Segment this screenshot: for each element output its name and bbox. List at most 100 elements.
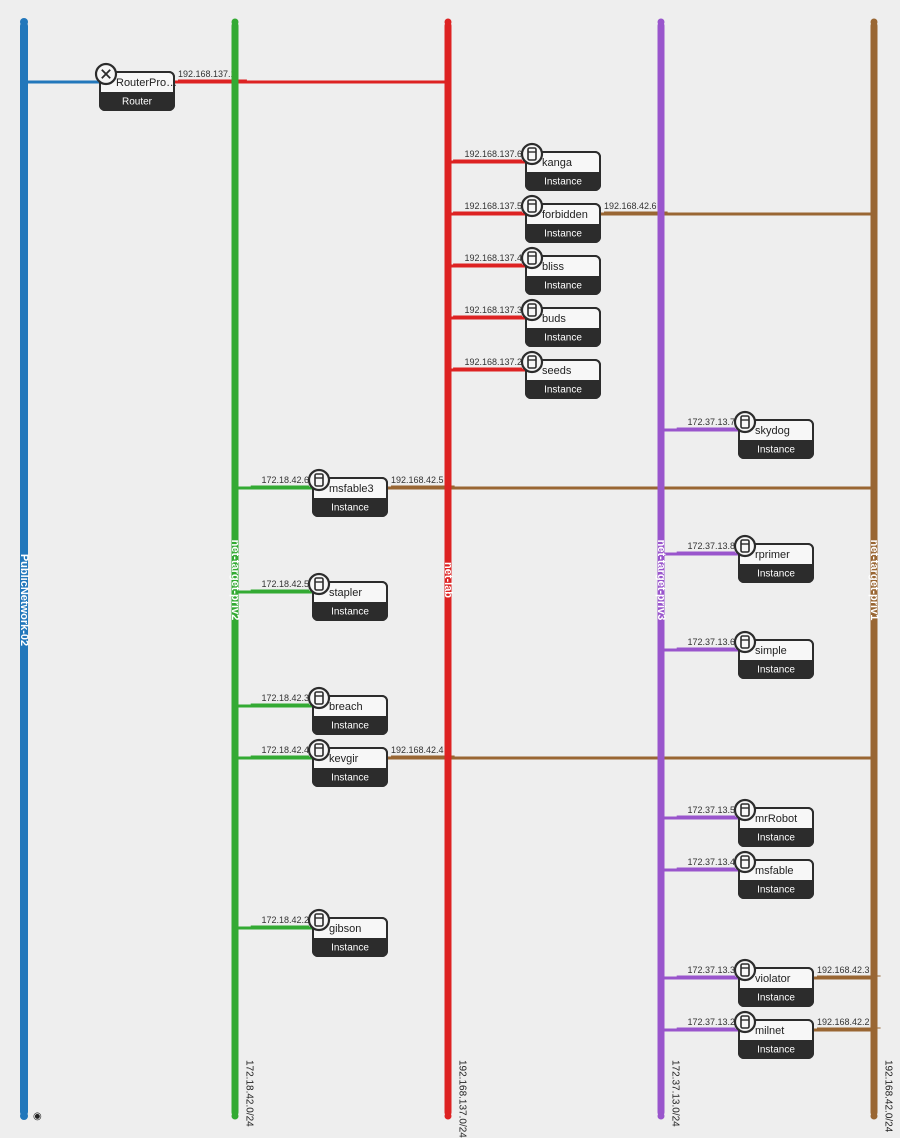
subnet-label-lab: 192.168.137.0/24 bbox=[456, 1060, 467, 1138]
node-type-forbidden: Instance bbox=[544, 229, 582, 240]
node-name-skydog: skydog bbox=[755, 425, 790, 437]
ip-mrRobot-priv3: 172.37.13.5 bbox=[687, 805, 735, 815]
node-type-kevgir: Instance bbox=[331, 773, 369, 784]
network-label-priv2: net-target-priv2 bbox=[229, 540, 241, 621]
ip-RouterPro…-lab: 192.168.137.1 bbox=[178, 69, 236, 79]
node-type-rprimer: Instance bbox=[757, 569, 795, 580]
network-label-lab: net-lab bbox=[442, 562, 454, 598]
node-seeds[interactable]: seeds Instance bbox=[522, 352, 600, 398]
node-bliss[interactable]: bliss Instance bbox=[522, 248, 600, 294]
node-type-bliss: Instance bbox=[544, 281, 582, 292]
instance-icon bbox=[522, 300, 542, 320]
node-buds[interactable]: buds Instance bbox=[522, 300, 600, 346]
network-label-priv3: net-target-priv3 bbox=[655, 540, 667, 621]
node-forbidden[interactable]: forbidden Instance bbox=[522, 196, 600, 242]
node-type-gibson: Instance bbox=[331, 943, 369, 954]
ip-seeds-lab: 192.168.137.2 bbox=[464, 357, 522, 367]
instance-icon bbox=[735, 852, 755, 872]
node-mrRobot[interactable]: mrRobot Instance bbox=[735, 800, 813, 846]
ip-breach-priv2: 172.18.42.3 bbox=[261, 693, 309, 703]
ip-kevgir-priv1: 192.168.42.4 bbox=[391, 745, 444, 755]
instance-icon bbox=[735, 412, 755, 432]
ip-rprimer-priv3: 172.37.13.8 bbox=[687, 541, 735, 551]
node-type-milnet: Instance bbox=[757, 1045, 795, 1056]
node-name-mrRobot: mrRobot bbox=[755, 813, 797, 825]
instance-icon bbox=[309, 910, 329, 930]
network-label-public02: PublicNetwork-02 bbox=[18, 554, 30, 646]
ip-buds-lab: 192.168.137.3 bbox=[464, 305, 522, 315]
ip-msfable3-priv2: 172.18.42.6 bbox=[261, 475, 309, 485]
node-name-violator: violator bbox=[755, 973, 791, 985]
node-type-seeds: Instance bbox=[544, 385, 582, 396]
node-type-mrRobot: Instance bbox=[757, 833, 795, 844]
node-skydog[interactable]: skydog Instance bbox=[735, 412, 813, 458]
node-simple[interactable]: simple Instance bbox=[735, 632, 813, 678]
node-stapler[interactable]: stapler Instance bbox=[309, 574, 387, 620]
instance-icon bbox=[522, 196, 542, 216]
instance-icon bbox=[735, 536, 755, 556]
ip-msfable3-priv1: 192.168.42.5 bbox=[391, 475, 444, 485]
router-icon bbox=[96, 64, 116, 84]
node-name-kanga: kanga bbox=[542, 157, 573, 169]
node-name-buds: buds bbox=[542, 313, 566, 325]
node-kevgir[interactable]: kevgir Instance bbox=[309, 740, 387, 786]
instance-icon bbox=[309, 740, 329, 760]
ip-milnet-priv1: 192.168.42.2 bbox=[817, 1017, 870, 1027]
instance-icon bbox=[735, 1012, 755, 1032]
instance-icon bbox=[309, 470, 329, 490]
instance-icon bbox=[735, 800, 755, 820]
node-name-seeds: seeds bbox=[542, 365, 572, 377]
node-type-skydog: Instance bbox=[757, 445, 795, 456]
node-type-breach: Instance bbox=[331, 721, 369, 732]
node-name-forbidden: forbidden bbox=[542, 209, 588, 221]
subnet-label-priv1: 192.168.42.0/24 bbox=[882, 1060, 893, 1133]
ip-msfable-priv3: 172.37.13.4 bbox=[687, 857, 735, 867]
node-type-violator: Instance bbox=[757, 993, 795, 1004]
ip-violator-priv3: 172.37.13.3 bbox=[687, 965, 735, 975]
instance-icon bbox=[735, 960, 755, 980]
ip-forbidden-lab: 192.168.137.5 bbox=[464, 201, 522, 211]
node-rprimer[interactable]: rprimer Instance bbox=[735, 536, 813, 582]
node-milnet[interactable]: milnet Instance bbox=[735, 1012, 813, 1058]
node-name-stapler: stapler bbox=[329, 587, 362, 599]
node-kanga[interactable]: kanga Instance bbox=[522, 144, 600, 190]
node-gibson[interactable]: gibson Instance bbox=[309, 910, 387, 956]
network-topology-diagram: 192.168.137.1 192.168.137.6 192.168.137.5 1… bbox=[0, 0, 900, 1138]
globe-icon: ◉ bbox=[33, 1111, 42, 1122]
subnet-label-priv3: 172.37.13.0/24 bbox=[669, 1060, 680, 1127]
node-type-kanga: Instance bbox=[544, 177, 582, 188]
ip-kanga-lab: 192.168.137.6 bbox=[464, 149, 522, 159]
instance-icon bbox=[735, 632, 755, 652]
node-name-rprimer: rprimer bbox=[755, 549, 790, 561]
network-label-priv1: net-target-priv1 bbox=[868, 540, 880, 621]
node-violator[interactable]: violator Instance bbox=[735, 960, 813, 1006]
ip-bliss-lab: 192.168.137.4 bbox=[464, 253, 522, 263]
node-msfable3[interactable]: msfable3Instance bbox=[309, 470, 387, 516]
ip-stapler-priv2: 172.18.42.5 bbox=[261, 579, 309, 589]
node-name-bliss: bliss bbox=[542, 261, 565, 273]
node-name-kevgir: kevgir bbox=[329, 753, 359, 765]
node-breach[interactable]: breachInstance bbox=[309, 688, 387, 734]
instance-icon bbox=[309, 574, 329, 594]
instance-icon bbox=[522, 248, 542, 268]
ip-violator-priv1: 192.168.42.3 bbox=[817, 965, 870, 975]
node-type-simple: Instance bbox=[757, 665, 795, 676]
node-RouterPro…[interactable]: RouterPro… Router bbox=[96, 64, 177, 110]
node-name-simple: simple bbox=[755, 645, 787, 657]
ip-skydog-priv3: 172.37.13.7 bbox=[687, 417, 735, 427]
ip-simple-priv3: 172.37.13.6 bbox=[687, 637, 735, 647]
instance-icon bbox=[522, 352, 542, 372]
subnet-label-priv2: 172.18.42.0/24 bbox=[243, 1060, 254, 1127]
node-name-msfable3: msfable3 bbox=[329, 483, 374, 495]
node-name-RouterPro…: RouterPro… bbox=[116, 77, 177, 89]
node-type-RouterPro…: Router bbox=[122, 97, 153, 108]
ip-milnet-priv3: 172.37.13.2 bbox=[687, 1017, 735, 1027]
node-name-milnet: milnet bbox=[755, 1025, 784, 1037]
instance-icon bbox=[522, 144, 542, 164]
node-msfable[interactable]: msfableInstance bbox=[735, 852, 813, 898]
node-type-stapler: Instance bbox=[331, 607, 369, 618]
node-name-gibson: gibson bbox=[329, 923, 361, 935]
node-type-buds: Instance bbox=[544, 333, 582, 344]
instance-icon bbox=[309, 688, 329, 708]
ip-kevgir-priv2: 172.18.42.4 bbox=[261, 745, 309, 755]
